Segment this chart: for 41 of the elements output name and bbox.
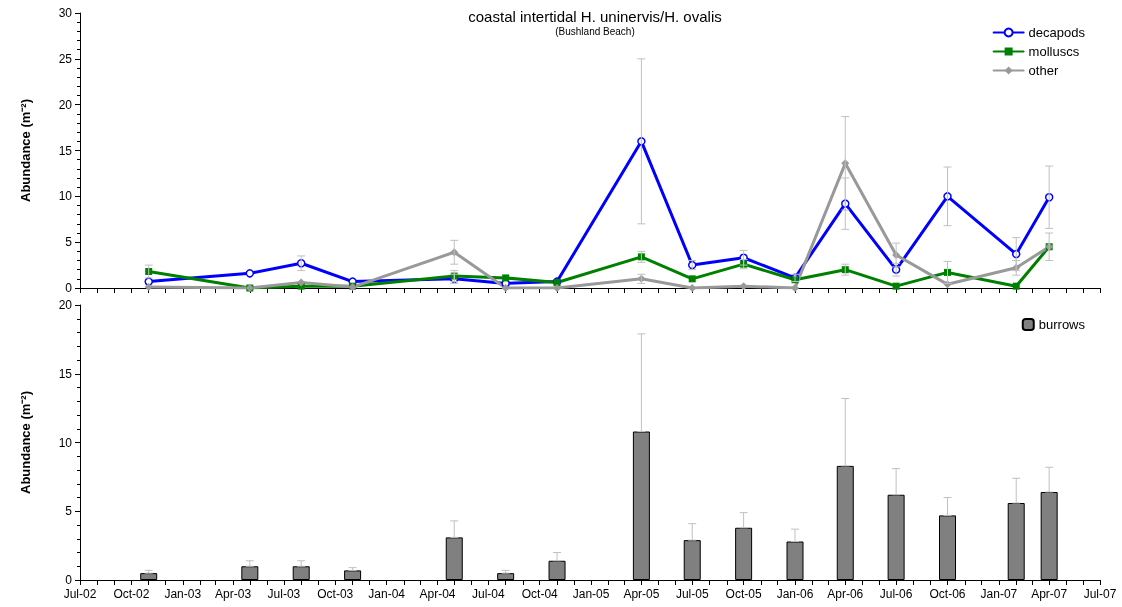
x-tick-label: Oct-02 xyxy=(113,587,150,601)
x-tick-label: Apr-06 xyxy=(827,587,864,601)
x-tick-label: Jan-03 xyxy=(164,587,202,601)
x-tick-label: Jul-06 xyxy=(879,587,913,601)
x-tick-label: Apr-03 xyxy=(215,587,252,601)
y-axis-title: Abundance (m⁻²) xyxy=(18,391,33,494)
y-tick-label: 5 xyxy=(65,504,73,519)
x-tick-label: Apr-04 xyxy=(419,587,456,601)
legend-label: molluscs xyxy=(1028,44,1080,59)
x-tick-label: Oct-03 xyxy=(317,587,354,601)
x-tick-label: Apr-05 xyxy=(623,587,660,601)
y-tick-label: 20 xyxy=(58,298,73,312)
y-tick-label: 15 xyxy=(58,143,73,158)
y-tick-label: 30 xyxy=(58,6,73,20)
y-tick-label: 0 xyxy=(65,573,73,587)
x-tick-label: Jul-02 xyxy=(63,587,97,601)
x-tick-label: Oct-04 xyxy=(521,587,559,601)
x-tick-label: Jul-03 xyxy=(267,587,301,601)
legend-label: other xyxy=(1028,63,1059,78)
x-tick-label: Jan-05 xyxy=(572,587,610,601)
x-tick-label: Jul-05 xyxy=(675,587,709,601)
y-tick-label: 20 xyxy=(58,97,73,112)
y-tick-label: 15 xyxy=(58,366,73,381)
x-tick-label: Jan-06 xyxy=(776,587,814,601)
legend-label: decapods xyxy=(1028,25,1086,40)
chart-title: coastal intertidal H. uninervis/H. ovalis xyxy=(468,8,722,25)
x-tick-label: Jul-04 xyxy=(471,587,505,601)
y-tick-label: 10 xyxy=(58,435,73,450)
x-tick-label: Jan-07 xyxy=(980,587,1018,601)
x-tick-label: Oct-05 xyxy=(725,587,762,601)
y-tick-label: 10 xyxy=(58,189,73,204)
text: (Bushland Beach) xyxy=(555,25,635,37)
x-tick-label: Jul-07 xyxy=(1083,587,1117,601)
y-tick-label: 0 xyxy=(65,281,73,295)
y-tick-label: 25 xyxy=(58,51,73,66)
x-tick-label: Jan-04 xyxy=(368,587,406,601)
y-axis-title: Abundance (m⁻²) xyxy=(18,99,33,202)
y-tick-label: 5 xyxy=(65,235,73,250)
legend-label: burrows xyxy=(1038,317,1086,332)
x-tick-label: Apr-07 xyxy=(1031,587,1068,601)
x-tick-label: Oct-06 xyxy=(929,587,966,601)
